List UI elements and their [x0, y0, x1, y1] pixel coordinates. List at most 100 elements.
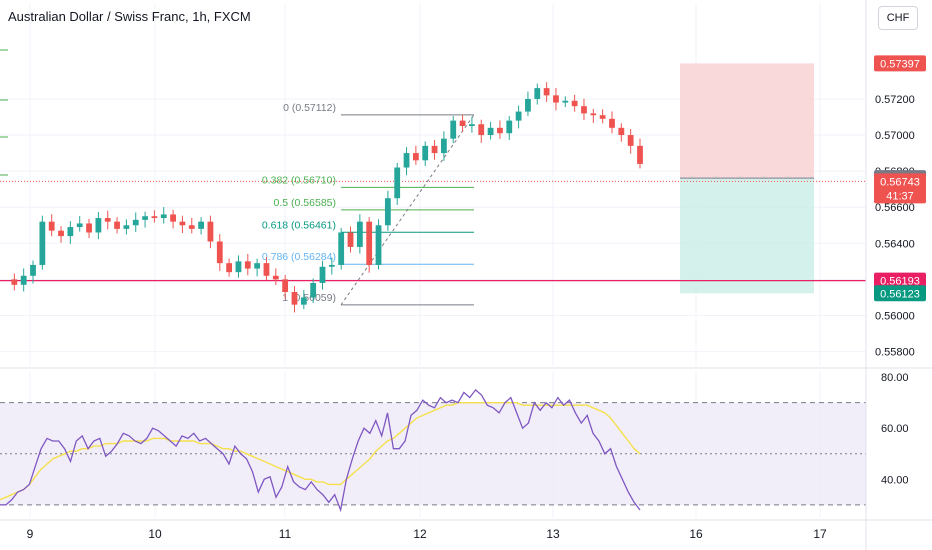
- candle-body: [384, 198, 391, 226]
- rsi-line: [0, 388, 641, 513]
- candle-body: [487, 127, 494, 136]
- take-profit-zone[interactable]: [680, 178, 814, 294]
- candle-body: [412, 153, 419, 161]
- candle-body: [543, 88, 550, 96]
- candle-body: [599, 115, 606, 119]
- candle-body: [506, 120, 513, 134]
- price-label: 0.56123: [880, 288, 920, 300]
- candle-body: [338, 232, 345, 265]
- price-label-box: [874, 173, 926, 204]
- price-axis-tick: 0.56600: [875, 202, 915, 214]
- candle-body: [310, 283, 317, 298]
- fib-level-label: 0.786 (0.56284): [262, 251, 336, 263]
- candle-body: [571, 100, 578, 107]
- price-label: 0.57397: [880, 58, 920, 70]
- candle-body: [637, 145, 643, 164]
- candle-body: [179, 221, 186, 226]
- candle-body: [525, 98, 531, 112]
- chart-title: Australian Dollar / Swiss Franc, 1h, FXC…: [8, 9, 251, 24]
- candle-body: [356, 221, 363, 247]
- price-label: 0.56743: [880, 176, 920, 188]
- candle-body: [618, 127, 625, 136]
- candle-body: [244, 261, 251, 269]
- candle-body: [431, 145, 438, 154]
- price-axis-tick: 0.56000: [875, 310, 915, 322]
- time-axis-tick: 13: [546, 527, 560, 541]
- candle-body: [562, 100, 569, 103]
- candle-body: [450, 120, 457, 139]
- candle-body: [609, 118, 615, 128]
- candle-body: [11, 279, 18, 285]
- candle-body: [590, 113, 597, 116]
- candle-body: [39, 221, 46, 265]
- candle-body: [58, 230, 64, 237]
- fib-level-label: 0.382 (0.56710): [262, 174, 336, 186]
- fib-level-label: 1 (0.56059): [282, 292, 336, 304]
- stop-loss-zone[interactable]: [680, 63, 814, 179]
- candle-body: [403, 153, 410, 168]
- candle-body: [422, 145, 429, 161]
- candle-body: [235, 261, 242, 273]
- candle-body: [553, 95, 559, 103]
- price-axis-tick: 0.57200: [875, 94, 915, 106]
- price-label-box: [874, 272, 926, 289]
- candle-body: [394, 167, 401, 199]
- candle-body: [375, 225, 382, 265]
- price-label: 0.56193: [880, 276, 920, 288]
- candle-body: [48, 221, 55, 231]
- candle-body: [160, 214, 167, 219]
- candle-body: [123, 225, 130, 229]
- candle-body: [86, 223, 92, 233]
- fib-trendline: [340, 114, 475, 306]
- candle-body: [216, 241, 223, 264]
- rsi-axis-tick: 60.00: [881, 423, 909, 435]
- price-label-box: [874, 55, 926, 72]
- price-label-box: [874, 285, 926, 302]
- time-axis-tick: 11: [279, 527, 292, 541]
- candle-body: [366, 221, 373, 265]
- candle-body: [254, 263, 261, 269]
- candle-body: [142, 216, 148, 220]
- candle-body: [114, 221, 120, 229]
- candle-body: [627, 135, 634, 146]
- candle-body: [282, 279, 289, 293]
- time-axis-tick: 10: [148, 527, 162, 541]
- candle-body: [441, 138, 447, 154]
- fib-level-label: 0 (0.57112): [283, 102, 336, 114]
- candle-body: [188, 225, 195, 229]
- countdown-label: 41:37: [886, 190, 914, 202]
- candle-body: [328, 264, 335, 267]
- price-axis-tick: 0.57000: [875, 130, 915, 142]
- candle-body: [515, 111, 522, 121]
- time-axis-tick: 9: [27, 527, 34, 541]
- fib-level-label: 0.5 (0.56585): [274, 197, 336, 209]
- candle-body: [67, 227, 74, 237]
- candle-body: [478, 124, 485, 136]
- candle-body: [30, 264, 36, 276]
- price-axis-tick: 0.56400: [875, 238, 915, 250]
- candle-body: [469, 124, 475, 127]
- candle-body: [347, 232, 354, 247]
- candle-body: [132, 219, 139, 226]
- price-axis-tick: 0.55800: [875, 347, 915, 359]
- candle-body: [104, 218, 111, 222]
- candle-body: [151, 216, 158, 219]
- candle-body: [291, 292, 298, 305]
- candle-body: [300, 297, 307, 305]
- currency-button[interactable]: CHF: [878, 6, 918, 30]
- time-axis-tick: 17: [813, 527, 827, 541]
- fib-level-label: 0.618 (0.56461): [262, 219, 336, 231]
- candle-body: [226, 263, 233, 273]
- rsi-axis-tick: 40.00: [881, 474, 909, 486]
- candle-body: [207, 221, 214, 242]
- candle-body: [170, 214, 176, 222]
- candle-body: [319, 266, 326, 283]
- candle-body: [76, 223, 83, 228]
- candle-body: [198, 221, 204, 229]
- time-axis-tick: 12: [413, 527, 427, 541]
- candle-body: [534, 88, 541, 99]
- candle-body: [459, 120, 466, 127]
- candle-body: [581, 106, 587, 114]
